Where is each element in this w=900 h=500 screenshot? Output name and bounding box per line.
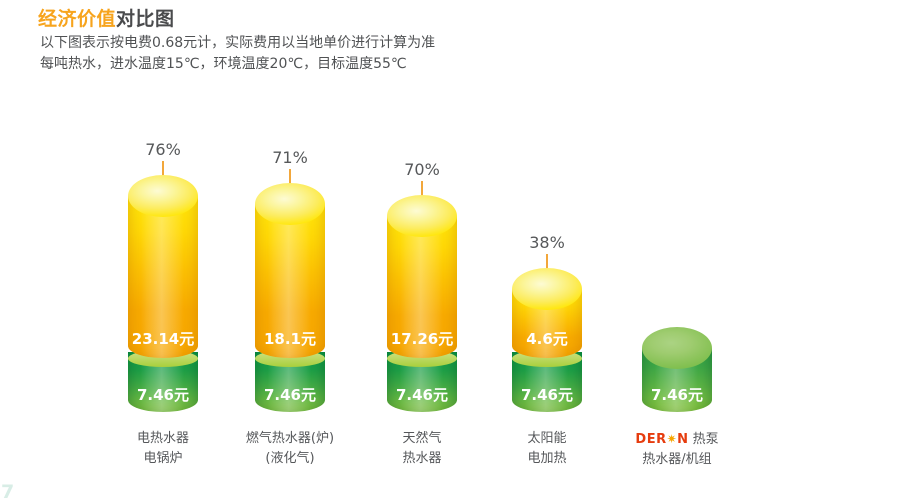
page-title: 经济价值对比图 (38, 4, 175, 31)
category-text-line-1: 电热水器 (136, 431, 189, 446)
bar-category-label: 太阳能 电加热 (467, 429, 627, 469)
corner-watermark-digit: 7 (1, 481, 15, 500)
chart-subtitle: 以下图表示按电费0.68元计，实际费用以当地单价进行计算为准 每吨热水，进水温度… (40, 33, 435, 75)
category-line-1: 燃气热水器(炉) (210, 429, 370, 449)
bottom-value-label: 7.46元 (263, 386, 316, 404)
sun-icon: ✷ (666, 432, 678, 446)
brand-letter-n: N (677, 432, 689, 447)
top-value-label: 17.26元 (390, 330, 454, 348)
bar-group: 7.46元 DER✷N 热泵 热水器/机组 (635, 0, 719, 500)
category-text-line-2: 热水器/机组 (642, 452, 712, 467)
percent-label: 76% (145, 140, 181, 159)
bar-group: 38% 4.6元 7.46元 太阳能 电加热 (512, 0, 582, 500)
category-text-line-2: 电锅炉 (143, 451, 183, 466)
percent-label: 71% (272, 148, 308, 167)
title-rest: 对比图 (116, 8, 175, 30)
bar-category-label: 燃气热水器(炉) (液化气) (210, 429, 370, 469)
bar-group: 71% 18.1元 7.46元 燃气热水器(炉) (液化气) (246, 0, 334, 500)
category-text-line-1: 天然气 (402, 431, 442, 446)
category-text-line-2: 电加热 (527, 451, 567, 466)
bar-group: 70% 17.26元 7.46元 天然气 热水器 (387, 0, 457, 500)
bar-group: 76% 23.14元 7.46元 电热水器 电锅炉 (128, 0, 198, 500)
top-value-label: 18.1元 (263, 330, 316, 348)
brand-letters-der: DER (635, 432, 667, 447)
bar-category-label: 电热水器 电锅炉 (83, 429, 243, 469)
bottom-value-label: 7.46元 (520, 386, 573, 404)
bottom-value-label: 7.46元 (395, 386, 448, 404)
bar-category-label: DER✷N 热泵 热水器/机组 (597, 429, 757, 470)
cylinder-top-cap (642, 327, 712, 369)
cylinder-top-cap (255, 183, 325, 225)
category-text-line-2: (液化气) (265, 451, 315, 466)
category-text-line-1: 燃气热水器(炉) (245, 431, 335, 446)
category-line-1: 天然气 (342, 429, 502, 449)
brand-logo: DER✷N (635, 432, 688, 447)
cylinder-top-cap (512, 268, 582, 310)
cylinder-orange-segment (128, 196, 198, 358)
category-line-1: DER✷N 热泵 (597, 429, 757, 450)
cylinder-top-cap (128, 175, 198, 217)
cylinder-orange-segment (255, 204, 325, 358)
category-text-line-2: 热水器 (402, 451, 442, 466)
title-highlight: 经济价值 (38, 8, 117, 30)
category-line-1: 太阳能 (467, 429, 627, 449)
category-line-1: 电热水器 (83, 429, 243, 449)
bottom-value-label: 7.46元 (650, 386, 703, 404)
top-value-label: 4.6元 (526, 330, 568, 348)
cylinder-top-cap (387, 195, 457, 237)
category-text-line-1: 热泵 (692, 432, 719, 447)
subtitle-line-1: 以下图表示按电费0.68元计，实际费用以当地单价进行计算为准 (40, 35, 436, 51)
category-text-line-1: 太阳能 (527, 431, 567, 446)
percent-label: 38% (529, 233, 565, 252)
percent-label: 70% (404, 160, 440, 179)
cylinder-orange-segment (387, 216, 457, 358)
bar-category-label: 天然气 热水器 (342, 429, 502, 469)
bottom-value-label: 7.46元 (136, 386, 189, 404)
subtitle-line-2: 每吨热水，进水温度15℃，环境温度20℃，目标温度55℃ (40, 56, 407, 72)
top-value-label: 23.14元 (131, 330, 195, 348)
